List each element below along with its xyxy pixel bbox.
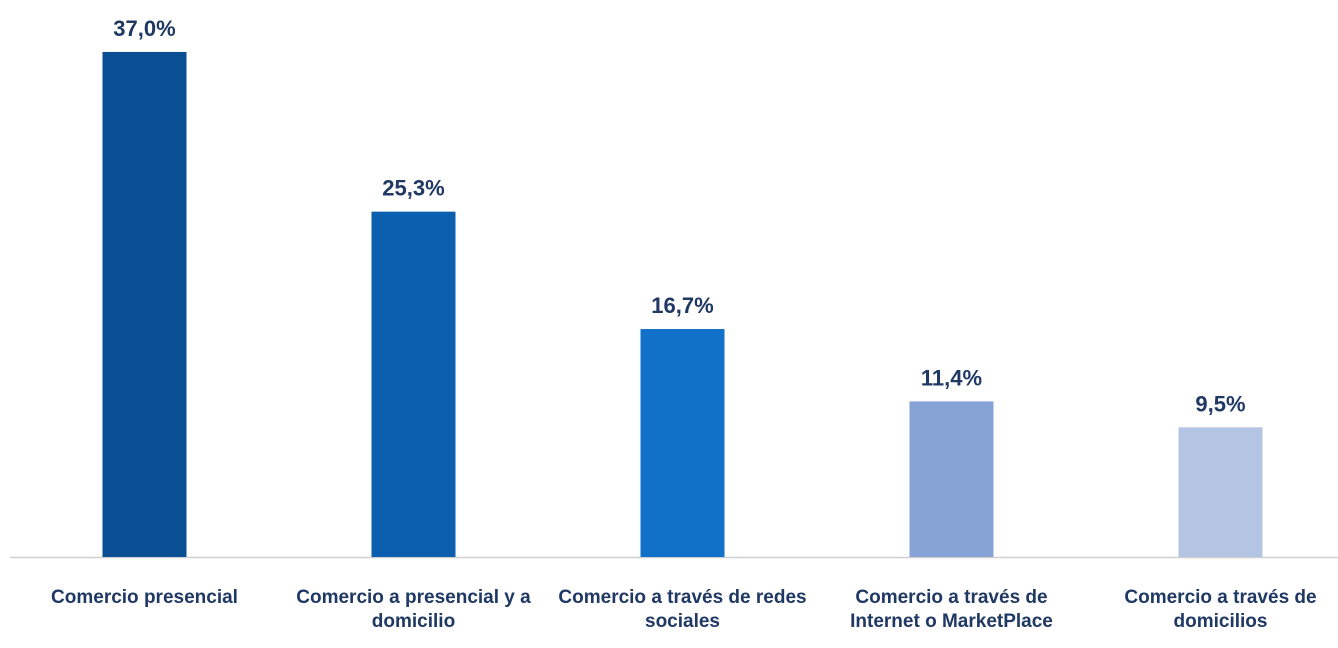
value-label: 16,7%: [651, 293, 713, 318]
x-tick-label: Comercio presencial: [51, 587, 238, 608]
bar: [909, 401, 994, 557]
value-label: 25,3%: [382, 176, 444, 201]
bar: [371, 211, 456, 557]
bar: [1178, 427, 1263, 557]
value-label: 11,4%: [921, 365, 982, 390]
x-tick-label: Comercio a través de redes sociales: [558, 587, 807, 632]
x-tick-label: Comercio a través de Internet o MarketPl…: [850, 587, 1053, 632]
bar: [640, 329, 725, 557]
x-tick-label: Comercio a presencial y a domicilio: [296, 587, 531, 632]
value-label: 9,5%: [1195, 391, 1245, 416]
x-tick-label: Comercio a través de domicilios: [1124, 587, 1317, 632]
bar: [102, 51, 187, 557]
value-label: 37,0%: [113, 16, 175, 41]
